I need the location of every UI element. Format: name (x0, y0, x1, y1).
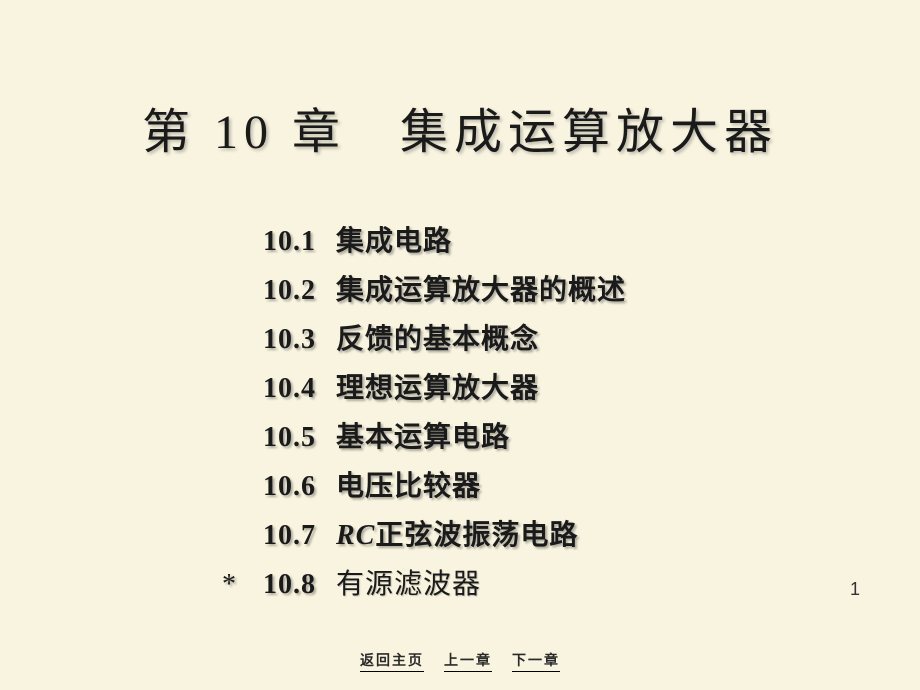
nav-prev-button[interactable]: 上一章 (444, 650, 492, 672)
toc-text: 理想运算放大器 (336, 373, 539, 404)
toc-number: 10.7 (238, 511, 316, 560)
toc-item[interactable]: 10.4 理想运算放大器 (238, 364, 920, 413)
toc-text: 基本运算电路 (336, 422, 510, 453)
navigation-bar: 返回主页 上一章 下一章 (360, 650, 560, 672)
toc-item[interactable]: 10.3 反馈的基本概念 (238, 315, 920, 364)
toc-item[interactable]: 10.5 基本运算电路 (238, 413, 920, 462)
toc-item[interactable]: *10.8有源滤波器 (238, 560, 920, 609)
slide-container: 第 10 章 集成运算放大器 10.1 集成电路 10.2 集成运算放大器的概述 1… (0, 0, 920, 690)
page-number: 1 (850, 579, 860, 600)
star-icon: * (222, 560, 237, 609)
toc-text: 有源滤波器 (336, 569, 481, 600)
toc-text-italic: RC (336, 520, 375, 551)
toc-number: 10.8 (238, 560, 316, 609)
toc-item[interactable]: 10.2 集成运算放大器的概述 (238, 266, 920, 315)
toc-text-wrap: RC正弦波振荡电路 (336, 520, 578, 551)
toc-item[interactable]: 10.7 RC正弦波振荡电路 (238, 511, 920, 560)
toc-number: 10.3 (238, 315, 316, 364)
toc-number: 10.6 (238, 462, 316, 511)
chapter-title: 第 10 章 集成运算放大器 (0, 0, 920, 162)
table-of-contents: 10.1 集成电路 10.2 集成运算放大器的概述 10.3 反馈的基本概念 10.4… (238, 217, 920, 609)
toc-text: 集成运算放大器的概述 (336, 275, 626, 306)
toc-number: 10.4 (238, 364, 316, 413)
nav-next-button[interactable]: 下一章 (512, 650, 560, 672)
toc-number: 10.5 (238, 413, 316, 462)
toc-item[interactable]: 10.6 电压比较器 (238, 462, 920, 511)
nav-home-button[interactable]: 返回主页 (360, 650, 424, 672)
toc-number: 10.2 (238, 266, 316, 315)
toc-text: 集成电路 (336, 226, 452, 257)
toc-text: 反馈的基本概念 (336, 324, 539, 355)
toc-text: 电压比较器 (336, 471, 481, 502)
toc-text: 正弦波振荡电路 (375, 520, 578, 551)
toc-item[interactable]: 10.1 集成电路 (238, 217, 920, 266)
toc-number: 10.1 (238, 217, 316, 266)
toc-number-wrap: *10.8 (238, 569, 336, 600)
